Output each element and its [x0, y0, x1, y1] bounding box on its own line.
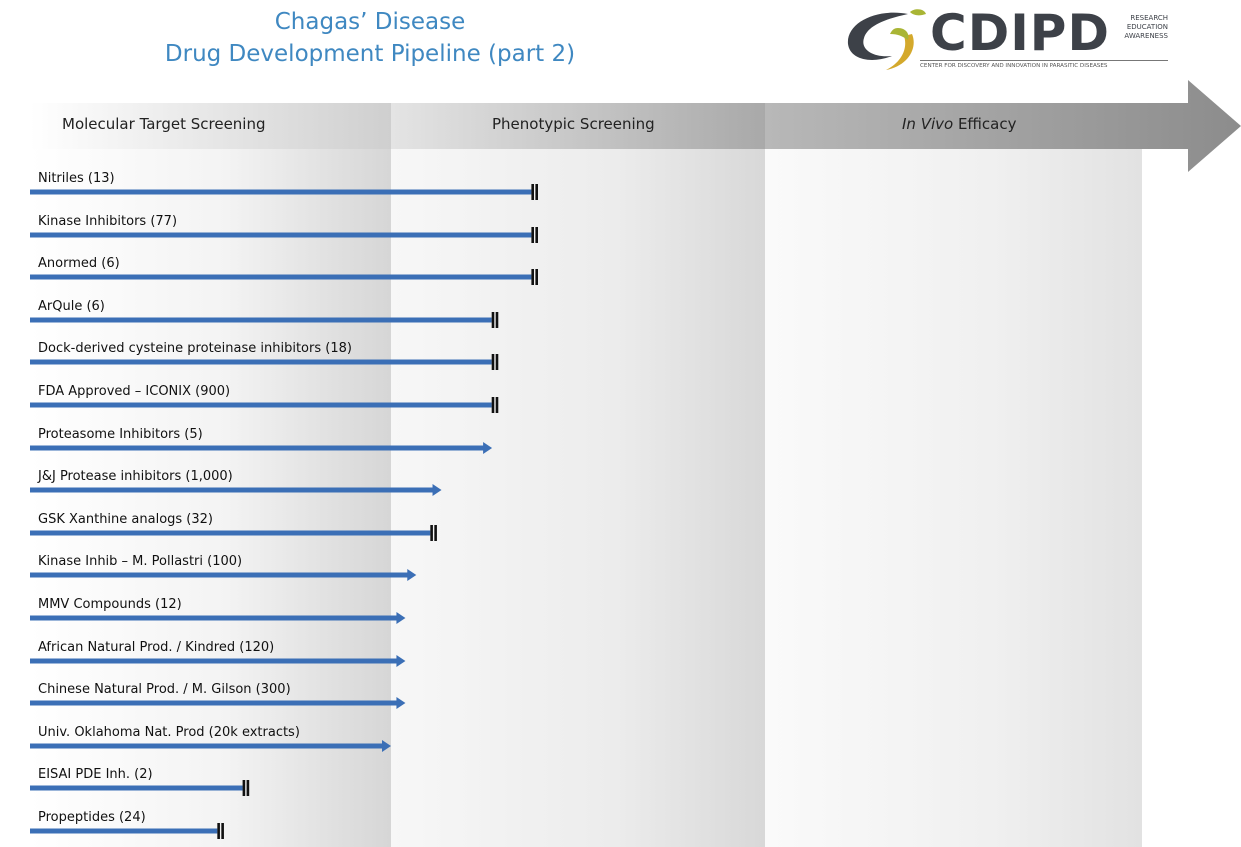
bar-line: [30, 615, 398, 621]
bar-arrowhead: [382, 740, 391, 752]
pipeline-bar: [30, 354, 499, 370]
bar-line: [30, 658, 398, 664]
bar-line: [30, 189, 532, 195]
bar-stop-mark: [495, 354, 499, 370]
bar-line: [30, 487, 434, 493]
bar-arrowhead: [396, 697, 406, 709]
bar-line: [30, 785, 243, 791]
bar-stop-mark: [535, 227, 538, 243]
logo-side-education: EDUCATION: [1126, 23, 1168, 31]
bar-line: [30, 743, 383, 749]
pipeline-bar: [30, 823, 224, 839]
bar-line: [30, 700, 398, 706]
pipeline-bar: [30, 697, 406, 709]
bar-line: [30, 445, 485, 451]
bar-stop-mark: [535, 184, 538, 200]
bar-arrowhead: [432, 484, 442, 496]
bar-arrowhead: [407, 569, 417, 581]
pipeline-bar: [30, 780, 250, 796]
bar-line: [30, 317, 492, 323]
bar-stop-mark: [535, 269, 538, 285]
stage-invivo-italic: In Vivo: [902, 115, 954, 133]
bar-stop-mark: [217, 823, 220, 839]
pipeline-bar: [30, 312, 499, 328]
pipeline-bar: [30, 569, 417, 581]
bar-stop-mark: [242, 780, 246, 796]
cdipd-logo: CDIPD RESEARCH EDUCATION AWARENESS CENTE…: [838, 4, 1198, 80]
stage-invivo-rest: Efficacy: [953, 115, 1017, 133]
title-line-1: Chagas’ Disease: [274, 9, 466, 35]
row-label: Chinese Natural Prod. / M. Gilson (300): [38, 682, 291, 697]
bar-line: [30, 572, 409, 578]
pipeline-bar: [30, 269, 538, 285]
bar-arrowhead: [396, 612, 406, 624]
bar-line: [30, 274, 532, 280]
bar-stop-mark: [246, 780, 250, 796]
logo-swoosh-icon: [847, 9, 926, 70]
bar-arrowhead: [396, 655, 406, 667]
stage-invivo-label: In Vivo Efficacy: [902, 115, 1017, 133]
pipeline-bar: [30, 397, 499, 413]
row-label: African Natural Prod. / Kindred (120): [38, 640, 275, 655]
logo-side-research: RESEARCH: [1130, 14, 1168, 22]
bar-stop-mark: [491, 397, 495, 413]
title-line-2: Drug Development Pipeline (part 2): [164, 41, 576, 67]
bar-stop-mark: [491, 354, 495, 370]
bar-arrowhead: [483, 442, 493, 454]
pipeline-bar: [30, 484, 442, 496]
row-label: EISAI PDE Inh. (2): [38, 767, 153, 782]
chart-title: Chagas’ Disease Drug Development Pipelin…: [80, 6, 660, 70]
bar-line: [30, 359, 492, 365]
bar-stop-mark: [491, 312, 495, 328]
pipeline-bar: [30, 442, 493, 454]
stage-molecular-label: Molecular Target Screening: [62, 115, 266, 133]
row-label: J&J Protease inhibitors (1,000): [38, 469, 233, 484]
logo-side-awareness: AWARENESS: [1124, 32, 1168, 40]
row-label: Propeptides (24): [38, 810, 146, 825]
bar-line: [30, 232, 532, 238]
row-label: ArQule (6): [38, 299, 105, 314]
row-label: Kinase Inhib – M. Pollastri (100): [38, 554, 243, 569]
bar-stop-mark: [434, 525, 437, 541]
row-label: Nitriles (13): [38, 171, 115, 186]
bar-stop-mark: [531, 184, 534, 200]
bar-line: [30, 828, 218, 834]
row-label: GSK Xanthine analogs (32): [38, 512, 213, 527]
row-label: Anormed (6): [38, 256, 120, 271]
stage-header-arrow: [30, 80, 1241, 172]
logo-wordmark: CDIPD: [930, 4, 1110, 62]
bar-line: [30, 402, 492, 408]
bar-line: [30, 530, 431, 536]
pipeline-bar: [30, 184, 538, 200]
lane-molecular: [30, 103, 391, 847]
row-label: Univ. Oklahoma Nat. Prod (20k extracts): [38, 725, 300, 740]
bar-stop-mark: [430, 525, 433, 541]
bar-stop-mark: [495, 397, 499, 413]
row-label: Dock-derived cysteine proteinase inhibit…: [38, 341, 352, 356]
bar-stop-mark: [495, 312, 499, 328]
logo-rule: [920, 60, 1168, 61]
logo-side-text: RESEARCH EDUCATION AWARENESS: [1120, 14, 1168, 41]
pipeline-bar: [30, 612, 406, 624]
bar-stop-mark: [221, 823, 224, 839]
pipeline-bar: [30, 227, 538, 243]
lane-phenotypic: [391, 103, 765, 847]
row-label: Kinase Inhibitors (77): [38, 214, 178, 229]
logo-tagline: CENTER FOR DISCOVERY AND INNOVATION IN P…: [920, 63, 1108, 69]
stage-phenotypic-label: Phenotypic Screening: [492, 115, 655, 133]
pipeline-bar: [30, 740, 391, 752]
pipeline-bar: [30, 655, 406, 667]
bar-stop-mark: [531, 269, 534, 285]
row-label: FDA Approved – ICONIX (900): [38, 384, 231, 399]
row-label: MMV Compounds (12): [38, 597, 182, 612]
row-label: Proteasome Inhibitors (5): [38, 427, 203, 442]
pipeline-bar: [30, 525, 437, 541]
bar-stop-mark: [531, 227, 534, 243]
lane-invivo: [765, 103, 1142, 847]
